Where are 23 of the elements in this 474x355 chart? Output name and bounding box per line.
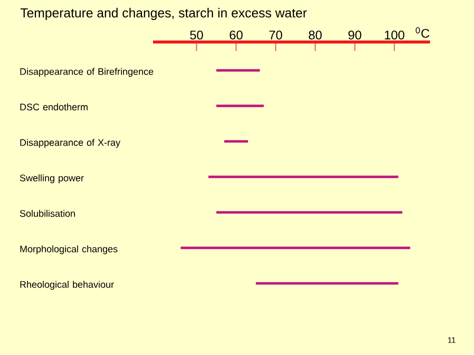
y-tick-label: DSC endotherm [20, 103, 88, 110]
x-axis-title: $^{0}$C [416, 27, 430, 38]
y-tick-label: Disappearance of Birefringence [20, 68, 154, 77]
bar [180, 246, 410, 250]
y-tick-label: Solubilisation [20, 210, 75, 217]
x-tick-label: 80 [308, 30, 322, 40]
bar [208, 176, 398, 178]
y-tick-label: Morphological changes [20, 245, 118, 254]
bar [216, 104, 264, 108]
chart-title: Temperature and changes, starch in excess water [20, 8, 307, 20]
y-tick-label: Swelling power [20, 174, 84, 184]
x-tick-label: 90 [348, 30, 362, 40]
bar [256, 282, 398, 285]
y-tick-label: Rheological behaviour [20, 280, 114, 290]
x-tick-label: 60 [230, 30, 243, 40]
text: 11 [448, 337, 456, 343]
bar [216, 69, 260, 72]
x-tick-label: 70 [269, 30, 282, 40]
x-tick-label: 100 [384, 30, 404, 40]
x-tick-label: 50 [190, 30, 203, 40]
y-tick-label: Disappearance of X-ray [20, 138, 120, 148]
bar [216, 211, 402, 214]
bar [224, 140, 248, 143]
